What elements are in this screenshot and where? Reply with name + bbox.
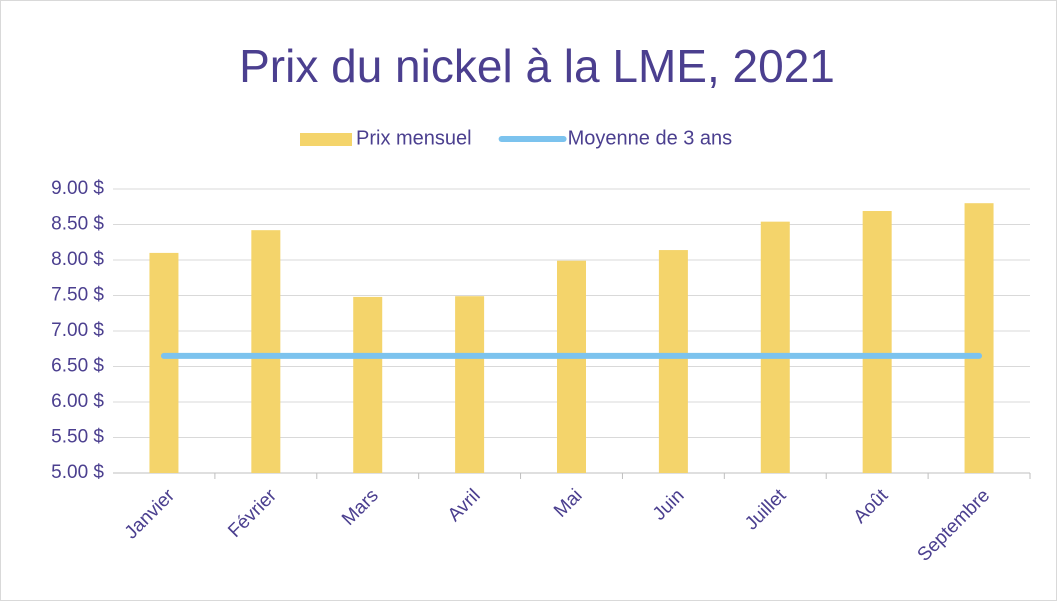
legend-label: Prix mensuel [356, 127, 472, 149]
y-tick-label: 7.00 $ [51, 320, 104, 341]
y-tick-label: 5.50 $ [51, 427, 104, 448]
bar [149, 252, 179, 473]
y-tick-label: 8.00 $ [51, 249, 104, 270]
bar [964, 203, 994, 473]
bar [658, 250, 688, 473]
chart-title: Prix du nickel à la LME, 2021 [239, 40, 835, 92]
legend-label: Moyenne de 3 ans [568, 127, 733, 149]
y-tick-label: 6.00 $ [51, 391, 104, 412]
bar [353, 296, 383, 473]
y-tick-label: 8.50 $ [51, 214, 104, 235]
y-tick-label: 6.50 $ [51, 356, 104, 377]
bar [455, 296, 485, 473]
y-tick-label: 7.50 $ [51, 285, 104, 306]
y-tick-label: 9.00 $ [51, 178, 104, 199]
y-tick-label: 5.00 $ [51, 462, 104, 483]
bar [557, 260, 586, 473]
bar [862, 211, 892, 473]
legend-swatch [300, 133, 352, 146]
bar [251, 230, 281, 473]
bar [760, 221, 790, 473]
